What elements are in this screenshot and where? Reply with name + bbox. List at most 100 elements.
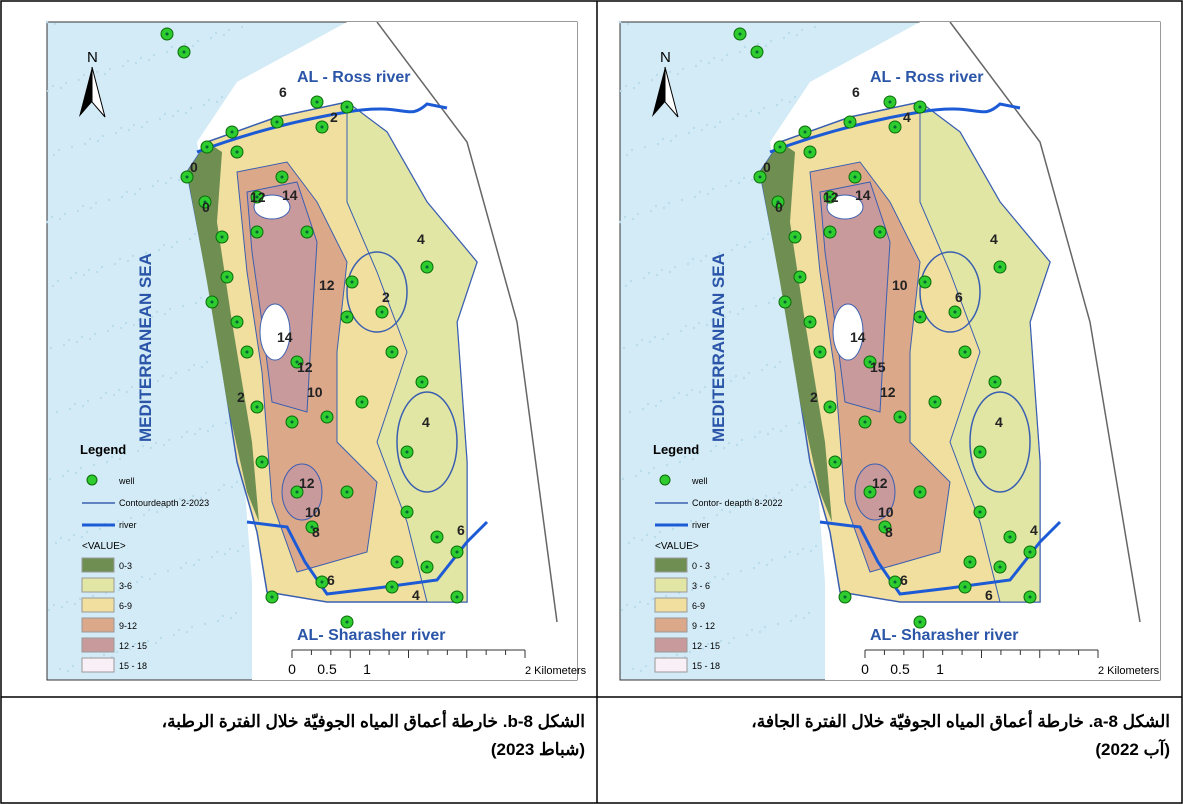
contour-label: 8 [312, 524, 320, 540]
sea-texture [765, 45, 767, 47]
sea-texture [74, 403, 76, 405]
sea-texture [626, 154, 628, 156]
sea-texture [706, 324, 708, 326]
well-dot [281, 176, 284, 179]
sea-texture [133, 324, 135, 326]
sea-texture [116, 651, 118, 653]
sea-texture [746, 634, 748, 636]
well-dot [456, 596, 459, 599]
contour-label: 12 [319, 277, 335, 293]
sea-texture [164, 113, 166, 115]
well-dot [261, 461, 264, 464]
sea-texture [740, 570, 742, 572]
sea-texture [208, 99, 210, 101]
sea-texture [743, 177, 745, 179]
sea-texture [113, 394, 115, 396]
sea-texture [626, 604, 628, 606]
caption: الشكل b-8. خارطة أعماق المياه الجوفيّة خ… [20, 708, 585, 764]
sea-texture [732, 118, 734, 120]
well-dot [954, 311, 957, 314]
sea-texture [723, 447, 725, 449]
sea-texture [170, 377, 172, 379]
sea-texture [221, 96, 223, 98]
sea-texture [620, 90, 622, 92]
sea-texture [766, 364, 768, 366]
sea-texture [58, 149, 60, 151]
caption-line: الشكل a-8. خارطة أعماق المياه الجوفيّة خ… [610, 708, 1170, 736]
legend-well [87, 475, 97, 485]
legend-label: Contourdeapth 2-2023 [119, 498, 209, 508]
sea-texture [61, 606, 63, 608]
sea-texture [167, 570, 169, 572]
sea-texture [216, 101, 218, 103]
sea-texture [133, 124, 135, 126]
sea-texture [149, 578, 151, 580]
figure-table: 6201214012421412102412108646NAL - Ross r… [0, 0, 1183, 804]
well-dot [321, 126, 324, 129]
river-name: AL - Ross river [870, 69, 984, 86]
sea-texture [739, 51, 741, 53]
sea-texture [120, 327, 122, 329]
sea-texture [652, 598, 654, 600]
well-dot [964, 586, 967, 589]
sea-texture [781, 99, 783, 101]
sea-texture [633, 537, 635, 539]
sea-texture [737, 313, 739, 315]
sea-texture [797, 553, 799, 555]
sea-texture [195, 302, 197, 304]
contour-label: 12 [299, 475, 315, 491]
sea-texture [630, 280, 632, 282]
sea-texture [182, 305, 184, 307]
well-dot [1009, 536, 1012, 539]
sea-texture [153, 54, 155, 56]
sea-texture [198, 559, 200, 561]
sea-texture [137, 450, 139, 452]
sea-texture [675, 135, 677, 137]
well-dot [326, 416, 329, 419]
sea-texture [735, 375, 737, 377]
sea-texture [645, 665, 647, 667]
legend-label: river [692, 520, 710, 530]
sea-texture [681, 199, 683, 201]
sea-texture [178, 629, 180, 631]
sea-texture [203, 104, 205, 106]
contour-label: 6 [955, 289, 963, 305]
sea-texture [70, 277, 72, 279]
sea-texture [660, 400, 662, 402]
sea-texture [204, 623, 206, 625]
contour-label: 6 [985, 587, 993, 603]
sea-texture [142, 445, 144, 447]
contour-label: 4 [417, 231, 425, 247]
sea-texture [175, 372, 177, 374]
well-dot [809, 151, 812, 154]
well-dot [361, 401, 364, 404]
well-dot [834, 461, 837, 464]
map: 6201214012421412102412108646NAL - Ross r… [46, 21, 587, 680]
legend-label: <VALUE> [82, 541, 126, 552]
well-dot [346, 491, 349, 494]
caption-line: (آب 2022) [610, 736, 1170, 764]
contour-label: 10 [892, 277, 908, 293]
sea-texture [751, 179, 753, 181]
sea-texture [725, 185, 727, 187]
sea-texture [715, 445, 717, 447]
sea-texture [72, 665, 74, 667]
sea-texture [68, 339, 70, 341]
sea-texture [712, 188, 714, 190]
sea-texture [139, 188, 141, 190]
sea-texture [82, 205, 84, 207]
sea-texture [49, 478, 51, 480]
sea-texture [89, 338, 91, 340]
well-dot [829, 231, 832, 234]
sea-texture [758, 562, 760, 564]
well-dot [819, 351, 822, 354]
sea-texture [205, 492, 207, 494]
scale-label: 0 [288, 661, 296, 677]
sea-texture [749, 241, 751, 243]
sea-texture [190, 107, 192, 109]
sea-texture [815, 545, 817, 547]
contour-label: 14 [277, 329, 293, 345]
sea-texture [719, 121, 721, 123]
river-name: AL - Ross river [297, 69, 411, 86]
contour-label: 6 [900, 572, 908, 588]
